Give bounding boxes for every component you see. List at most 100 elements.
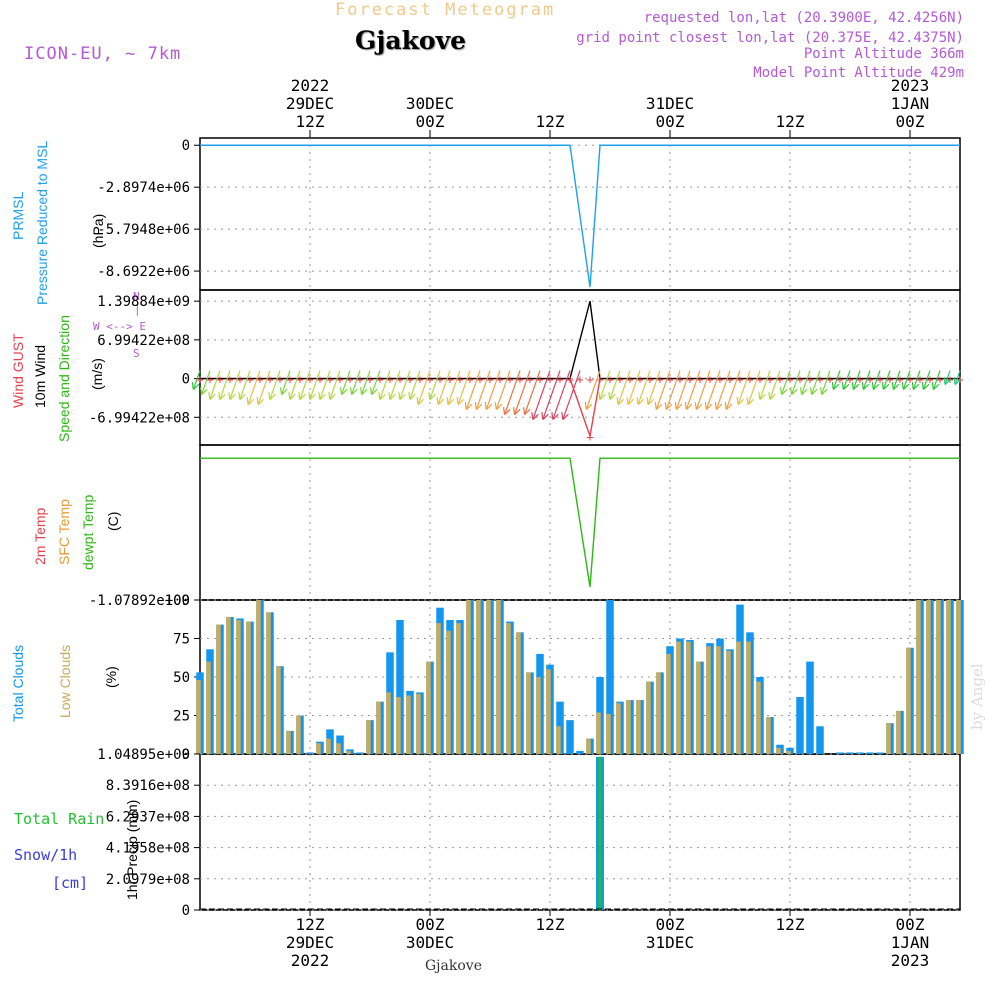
pressure-ytick-label: -5.7948e+06 bbox=[97, 222, 190, 238]
precip-ytick-label: 0 bbox=[182, 903, 190, 919]
t2m-label: 2m Temp bbox=[32, 507, 48, 565]
wind-arrow bbox=[525, 370, 541, 414]
low-cloud-bar bbox=[696, 661, 701, 754]
wind-arrow bbox=[352, 370, 361, 394]
total-cloud-bar bbox=[796, 697, 804, 754]
gust-marker: + bbox=[526, 373, 533, 387]
total-cloud-bar bbox=[226, 616, 234, 754]
bottom-time-label: 31DEC bbox=[646, 933, 694, 952]
total-cloud-bar bbox=[326, 729, 334, 754]
wind-arrow bbox=[240, 370, 251, 399]
pressure-ytick-label: 0 bbox=[182, 138, 190, 154]
total-cloud-bar bbox=[926, 600, 934, 754]
wind-arrow bbox=[792, 370, 801, 394]
wind-arrow bbox=[934, 370, 941, 389]
low-cloud-bar bbox=[586, 738, 591, 754]
wind-arrow bbox=[487, 370, 501, 409]
low-cloud-bar bbox=[246, 621, 251, 754]
info-grid-point: grid point closest lon,lat (20.375E, 42.… bbox=[576, 30, 964, 46]
wind-arrow bbox=[955, 370, 960, 384]
gust-marker: + bbox=[736, 373, 743, 387]
rain-label: Total Rain bbox=[14, 810, 105, 828]
low-cloud-bar bbox=[386, 692, 391, 754]
low-cloud-bar bbox=[446, 630, 451, 754]
gust-marker: + bbox=[916, 373, 923, 387]
total-cloud-bar bbox=[806, 661, 814, 754]
precip-ytick-label: 2.0979e+08 bbox=[106, 872, 190, 888]
total-cloud-bar bbox=[716, 638, 724, 754]
total-cloud-bar bbox=[566, 720, 574, 754]
gust-marker: + bbox=[436, 373, 443, 387]
panel-frame-4 bbox=[199, 753, 961, 911]
top-time-label: 00Z bbox=[416, 112, 445, 131]
total-cloud-bar bbox=[776, 744, 784, 754]
total-cloud-bar bbox=[426, 661, 434, 754]
total-cloud-bar bbox=[736, 604, 744, 754]
gust-marker: + bbox=[276, 373, 283, 387]
gust-marker: + bbox=[936, 373, 943, 387]
gust-marker: + bbox=[636, 373, 643, 387]
low-cloud-bar bbox=[656, 672, 661, 754]
total-cloud-bar bbox=[556, 701, 564, 754]
wind-unit: (m/s) bbox=[89, 358, 105, 390]
gust-marker: + bbox=[956, 373, 963, 387]
gust-label: Wind GUST bbox=[10, 333, 26, 408]
gust-marker: + bbox=[926, 373, 933, 387]
top-time-label: 1JAN bbox=[891, 94, 930, 113]
snow-unit: [cm] bbox=[52, 874, 89, 892]
gust-marker: + bbox=[376, 373, 383, 387]
low-cloud-bar bbox=[926, 600, 931, 754]
wind-arrow bbox=[600, 370, 611, 399]
wind-arrow bbox=[430, 370, 441, 399]
precip-bar bbox=[596, 756, 604, 910]
total-cloud-bar bbox=[386, 652, 394, 754]
low-cloud-bar bbox=[206, 661, 211, 754]
total-cloud-bar bbox=[356, 752, 364, 754]
wind-arrow bbox=[657, 370, 671, 409]
total-cloud-bar bbox=[766, 717, 774, 754]
gust-marker: + bbox=[446, 373, 453, 387]
low-cloud-bar bbox=[776, 747, 781, 754]
wind-arrow bbox=[438, 370, 451, 404]
gust-marker: + bbox=[356, 373, 363, 387]
wind10-line bbox=[200, 300, 960, 380]
low-cloud-bar bbox=[496, 600, 501, 754]
total-cloud-bar bbox=[346, 749, 354, 754]
bottom-time-label: 2022 bbox=[291, 951, 330, 970]
gust-marker: + bbox=[806, 373, 813, 387]
bottom-time-label: 12Z bbox=[536, 915, 565, 934]
compass-bar: | bbox=[134, 303, 141, 316]
total-cloud-bar bbox=[276, 666, 284, 754]
wind-arrow bbox=[884, 370, 891, 389]
wind10-label: 10m Wind bbox=[32, 344, 48, 408]
gust-marker: + bbox=[486, 373, 493, 387]
panel-frame-1 bbox=[199, 289, 961, 446]
total-cloud-bar bbox=[446, 620, 454, 754]
wind-arrow bbox=[458, 370, 471, 404]
low-cloud-bar bbox=[606, 713, 611, 754]
low-cloud-bar bbox=[476, 600, 481, 754]
gust-marker: + bbox=[316, 373, 323, 387]
low-cloud-bar bbox=[346, 750, 351, 754]
wind-arrow bbox=[782, 370, 791, 394]
wind-ytick-label: 0 bbox=[182, 372, 190, 388]
gust-marker: + bbox=[686, 373, 693, 387]
chart-title: Forecast Meteogram bbox=[335, 0, 556, 20]
gust-marker: + bbox=[626, 373, 633, 387]
wind-arrow bbox=[697, 370, 711, 409]
low-cloud-bar bbox=[536, 677, 541, 754]
gust-marker: + bbox=[836, 373, 843, 387]
total-cloud-bar bbox=[436, 607, 444, 754]
gust-marker: + bbox=[656, 373, 663, 387]
total-cloud-bar bbox=[786, 747, 794, 754]
gust-marker: + bbox=[306, 373, 313, 387]
sfc-temp-label: SFC Temp bbox=[56, 499, 72, 565]
total-cloud-bar bbox=[686, 640, 694, 754]
wind-ytick-label: 6.99422e+08 bbox=[97, 333, 190, 349]
dewpoint-line bbox=[200, 457, 960, 588]
low-cloud-bar bbox=[726, 650, 731, 754]
gust-marker: + bbox=[606, 373, 613, 387]
wind-arrow bbox=[770, 370, 781, 399]
panel-frame-0 bbox=[199, 137, 961, 291]
wind-ytick-label: -6.99422e+08 bbox=[89, 410, 190, 426]
